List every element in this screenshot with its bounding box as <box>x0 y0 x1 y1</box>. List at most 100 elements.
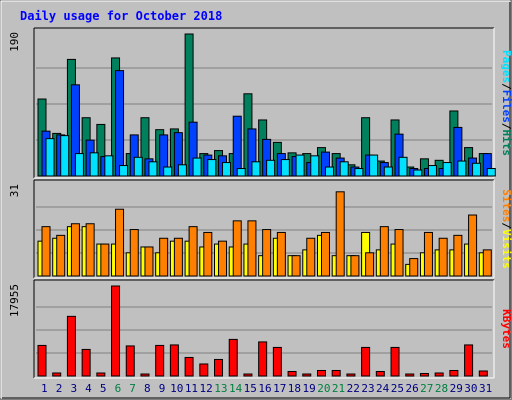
bar-pages-day-21 <box>339 161 349 177</box>
x-tick-label-day-15: 15 <box>244 382 257 395</box>
x-tick-label-day-18: 18 <box>288 382 301 395</box>
bar-sites-day-25 <box>394 229 404 277</box>
bar-kbytes-day-29 <box>449 369 459 377</box>
bar-kbytes-day-5 <box>96 372 106 377</box>
bar-pages-day-5 <box>104 155 114 177</box>
y-axis-max-label: 31 <box>8 184 21 197</box>
bar-kbytes-day-3 <box>66 315 76 377</box>
bar-kbytes-day-1 <box>37 344 47 377</box>
y-axis-max-label: 17955 <box>8 284 21 317</box>
bar-sites-day-20 <box>320 231 330 277</box>
x-tick-label-day-2: 2 <box>56 382 63 395</box>
x-tick-label-day-28: 28 <box>435 382 448 395</box>
legend-part: Sites <box>500 189 512 222</box>
x-tick-label-day-17: 17 <box>273 382 286 395</box>
bar-kbytes-day-6 <box>111 285 121 377</box>
bar-sites-day-5 <box>100 243 110 277</box>
bar-kbytes-day-7 <box>125 345 135 377</box>
bar-sites-day-4 <box>85 223 95 277</box>
legend-part: / <box>500 222 512 229</box>
x-tick-label-day-1: 1 <box>41 382 48 395</box>
bar-pages-day-19 <box>310 155 320 177</box>
legend-part: KBytes <box>500 309 512 349</box>
panel-visits-sites: 31 Sites/Visits <box>8 179 512 279</box>
bar-kbytes-day-20 <box>316 369 326 377</box>
bar-files-day-14 <box>232 115 242 177</box>
bar-kbytes-day-28 <box>434 372 444 377</box>
x-tick-label-day-20: 20 <box>317 382 330 395</box>
x-tick-label-day-27: 27 <box>420 382 433 395</box>
bar-sites-day-23 <box>365 252 375 277</box>
bar-pages-day-27 <box>427 165 437 177</box>
x-tick-label-day-21: 21 <box>332 382 345 395</box>
bar-kbytes-day-23 <box>361 346 371 377</box>
legend-part: Hits <box>500 130 512 157</box>
x-tick-label-day-25: 25 <box>391 382 404 395</box>
bar-pages-day-8 <box>148 161 158 177</box>
x-tick-label-day-10: 10 <box>170 382 183 395</box>
bar-sites-day-1 <box>41 226 51 277</box>
bar-pages-day-13 <box>222 162 232 177</box>
bar-pages-day-30 <box>472 162 482 177</box>
bar-pages-day-29 <box>457 160 467 177</box>
bar-sites-day-28 <box>438 237 448 277</box>
bar-pages-day-10 <box>177 164 187 177</box>
x-tick-label-day-14: 14 <box>229 382 243 395</box>
bar-sites-day-13 <box>218 240 228 277</box>
bar-kbytes-day-30 <box>464 344 474 377</box>
bar-sites-day-6 <box>115 208 125 277</box>
x-tick-label-day-9: 9 <box>159 382 166 395</box>
bar-pages-day-23 <box>369 154 379 177</box>
bar-sites-day-17 <box>276 231 286 277</box>
legend-part: / <box>500 123 512 130</box>
y-axis-max-label: 190 <box>8 32 21 52</box>
bar-sites-day-12 <box>203 231 213 277</box>
bar-kbytes-day-27 <box>419 372 429 377</box>
bar-kbytes-day-10 <box>169 344 179 377</box>
bar-files-day-6 <box>115 70 125 177</box>
x-tick-label-day-7: 7 <box>129 382 136 395</box>
bar-kbytes-day-22 <box>346 373 356 377</box>
legend-part: Pages <box>500 50 512 83</box>
bar-sites-day-11 <box>188 226 198 277</box>
panel-legend-label: Sites/Visits <box>500 189 512 269</box>
x-tick-label-day-8: 8 <box>144 382 151 395</box>
bar-sites-day-24 <box>379 226 389 277</box>
bar-pages-day-15 <box>251 161 261 177</box>
bar-kbytes-day-31 <box>478 370 488 377</box>
bar-sites-day-26 <box>409 258 419 277</box>
bar-sites-day-27 <box>423 231 433 277</box>
bar-pages-day-1 <box>45 138 55 177</box>
x-tick-label-day-30: 30 <box>464 382 477 395</box>
legend-part: Files <box>500 90 512 123</box>
bar-kbytes-day-17 <box>272 346 282 377</box>
x-tick-label-day-16: 16 <box>258 382 271 395</box>
bar-kbytes-day-12 <box>199 363 209 377</box>
bar-kbytes-day-16 <box>258 341 268 377</box>
panel-legend-label: Pages/Files/Hits <box>500 50 512 156</box>
x-tick-label-day-3: 3 <box>70 382 77 395</box>
bar-pages-day-24 <box>383 166 393 177</box>
bar-pages-day-16 <box>266 159 276 177</box>
bar-sites-day-8 <box>144 246 154 277</box>
bar-kbytes-day-14 <box>228 338 238 377</box>
panel-kbytes: 17955 KBytes <box>8 279 512 379</box>
bar-pages-day-31 <box>486 168 496 177</box>
bar-pages-day-26 <box>413 169 423 177</box>
bar-pages-day-20 <box>324 166 334 177</box>
x-tick-label-day-26: 26 <box>405 382 418 395</box>
x-tick-label-day-4: 4 <box>85 382 92 395</box>
bar-kbytes-day-24 <box>375 370 385 377</box>
bar-pages-day-6 <box>119 165 129 177</box>
x-tick-label-day-22: 22 <box>347 382 360 395</box>
bar-sites-day-30 <box>468 214 478 277</box>
x-tick-label-day-13: 13 <box>214 382 227 395</box>
bar-sites-day-9 <box>159 237 169 277</box>
bar-kbytes-day-26 <box>405 373 415 377</box>
x-tick-label-day-5: 5 <box>100 382 107 395</box>
bar-sites-day-10 <box>173 237 183 277</box>
bar-pages-day-25 <box>398 156 408 177</box>
bar-pages-day-12 <box>207 159 217 177</box>
panel-legend-label: KBytes <box>500 309 512 349</box>
